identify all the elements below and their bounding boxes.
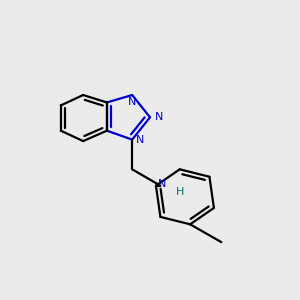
Text: N: N — [128, 98, 136, 107]
Text: H: H — [176, 187, 184, 196]
Text: N: N — [158, 179, 166, 189]
Text: N: N — [135, 135, 144, 145]
Text: N: N — [155, 112, 163, 122]
